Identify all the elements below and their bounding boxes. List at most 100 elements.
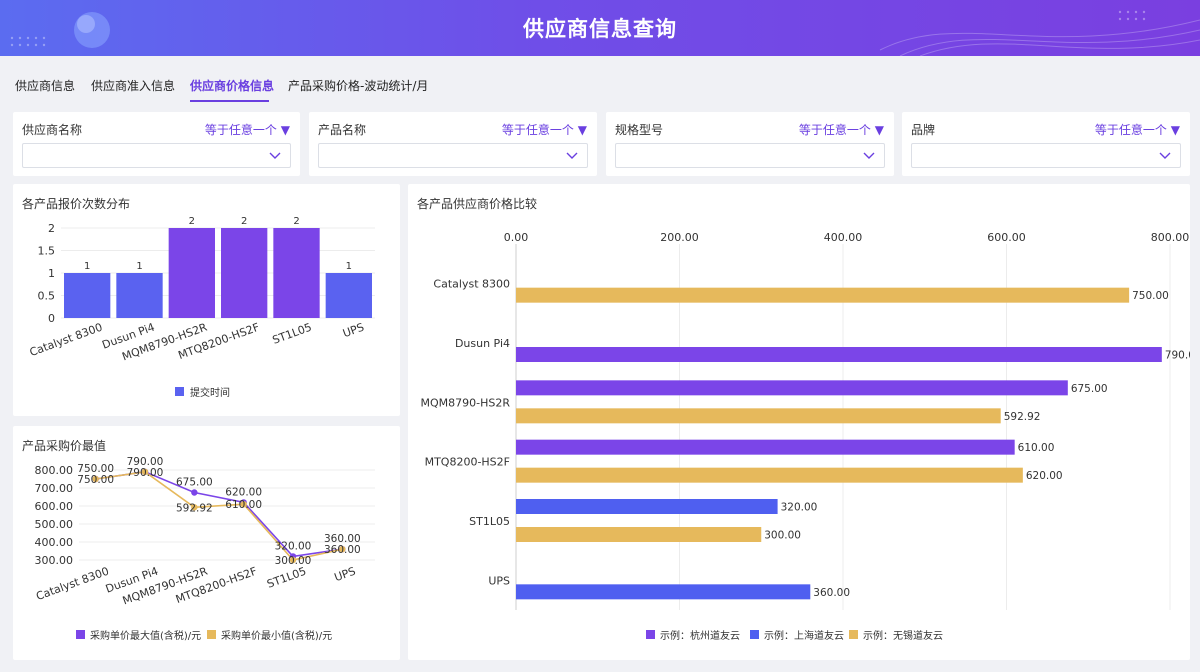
- tab-supplier-info[interactable]: 供应商信息: [15, 79, 76, 93]
- filter-select[interactable]: [318, 143, 588, 168]
- x-tick-label: UPS: [333, 565, 358, 585]
- active-tab-indicator: [190, 100, 269, 102]
- caret-down-icon: ▼: [1170, 123, 1180, 137]
- y-tick-label: 300.00: [35, 554, 74, 567]
- legend-swatch: [207, 630, 216, 639]
- data-label: 300.00: [275, 555, 312, 567]
- filter-label: 规格型号: [615, 123, 664, 137]
- data-point: [92, 475, 99, 483]
- data-label: 300.00: [764, 530, 801, 542]
- x-tick-label: UPS: [341, 321, 366, 341]
- legend-swatch: [175, 387, 184, 396]
- y-tick-label: MTQ8200-HS2F: [425, 456, 510, 469]
- chart-title: 产品采购价最值: [22, 439, 107, 453]
- y-tick-label: 600.00: [35, 500, 74, 513]
- quote-count-panel: 各产品报价次数分布 0 0.5 1 1.5 2 1 Catalyst 8300 1 Dusun …: [13, 184, 400, 416]
- y-tick-label: 2: [48, 222, 55, 235]
- data-point: [191, 504, 198, 511]
- data-label: 360.00: [324, 533, 361, 545]
- caret-down-icon: ▼: [874, 123, 884, 137]
- data-point: [191, 489, 198, 496]
- legend-swatch: [750, 630, 759, 639]
- y-tick-label: 800.00: [35, 464, 74, 477]
- chevron-down-icon: [1159, 152, 1171, 159]
- x-tick-label: 400.00: [824, 231, 863, 244]
- filter-product-name: 产品名称 等于任意一个 ▼: [309, 112, 597, 176]
- filter-operator-dropdown[interactable]: 等于任意一个 ▼: [205, 121, 290, 138]
- bar: [273, 228, 320, 318]
- x-tick-label: 600.00: [987, 231, 1026, 244]
- chart-title: 各产品供应商价格比较: [417, 197, 538, 211]
- legend-swatch: [849, 630, 858, 639]
- y-tick-label: 0.5: [38, 290, 56, 303]
- data-label: 610.00: [1018, 442, 1055, 454]
- data-point: [339, 546, 346, 553]
- tab-bar: 供应商信息 供应商准入信息 供应商价格信息 产品采购价格-波动统计/月: [0, 56, 1200, 102]
- filter-operator-label: 等于任意一个: [1094, 123, 1167, 137]
- y-tick-label: 1.5: [38, 245, 56, 258]
- chevron-down-icon: [863, 152, 875, 159]
- data-label: 675.00: [176, 477, 213, 489]
- y-tick-label: 500.00: [35, 518, 74, 531]
- bar: [221, 228, 268, 318]
- bar: [516, 287, 1130, 303]
- data-label: 790.00: [127, 467, 164, 479]
- filter-operator-dropdown[interactable]: 等于任意一个 ▼: [502, 121, 587, 138]
- filter-model-spec: 规格型号 等于任意一个 ▼: [606, 112, 894, 176]
- header-decoration: [10, 10, 1200, 56]
- data-label: 790.00: [127, 456, 164, 468]
- bar: [516, 408, 1001, 424]
- filter-select[interactable]: [22, 143, 291, 168]
- data-label: 320.00: [275, 540, 312, 552]
- bar: [516, 439, 1015, 455]
- x-tick-label: 200.00: [660, 231, 699, 244]
- data-label: 2: [241, 216, 247, 227]
- tab-supplier-admission[interactable]: 供应商准入信息: [91, 79, 176, 93]
- data-point: [289, 556, 297, 564]
- y-tick-label: Dusun Pi4: [455, 337, 510, 350]
- y-tick-label: Catalyst 8300: [433, 278, 510, 291]
- data-label: 1: [84, 261, 90, 272]
- filter-supplier-name: 供应商名称 等于任意一个 ▼: [13, 112, 300, 176]
- caret-down-icon: ▼: [280, 123, 290, 137]
- filter-operator-dropdown[interactable]: 等于任意一个 ▼: [1095, 121, 1180, 138]
- data-label: 1: [346, 261, 352, 272]
- filter-operator-label: 等于任意一个: [204, 123, 277, 137]
- filter-operator-dropdown[interactable]: 等于任意一个 ▼: [799, 121, 884, 138]
- y-tick-label: 1: [48, 267, 55, 280]
- data-point: [141, 468, 149, 475]
- chevron-down-icon: [269, 152, 281, 159]
- legend-label: 提交时间: [190, 386, 230, 399]
- chevron-down-icon: [566, 152, 578, 159]
- x-tick-label: Catalyst 8300: [28, 321, 104, 359]
- y-tick-label: ST1L05: [469, 515, 510, 528]
- data-label: 750.00: [77, 474, 114, 486]
- filter-label: 品牌: [911, 123, 936, 137]
- page-title: 供应商信息查询: [523, 17, 677, 41]
- filter-select[interactable]: [911, 143, 1181, 168]
- data-label: 320.00: [781, 502, 818, 514]
- tab-price-fluctuation[interactable]: 产品采购价格-波动统计/月: [288, 79, 429, 93]
- tab-supplier-price[interactable]: 供应商价格信息: [190, 79, 275, 93]
- data-label: 675.00: [1071, 383, 1108, 395]
- data-label: 2: [293, 216, 299, 227]
- bar: [516, 347, 1162, 362]
- y-tick-label: UPS: [488, 574, 510, 587]
- data-label: 360.00: [813, 587, 850, 599]
- bar: [168, 228, 215, 318]
- bar: [64, 273, 111, 318]
- legend-label: 示例：上海道友云: [764, 629, 844, 642]
- x-tick-label: ST1L05: [265, 565, 308, 591]
- bar: [516, 584, 811, 600]
- filter-select[interactable]: [615, 143, 885, 168]
- bar: [516, 467, 1023, 483]
- legend-swatch: [646, 630, 655, 639]
- bar: [516, 380, 1068, 396]
- price-extremes-chart: 300.00 400.00 500.00 600.00 700.00 800.00 750.…: [34, 456, 375, 642]
- filter-label: 产品名称: [318, 123, 367, 137]
- legend-label: 采购单价最小值(含税)/元: [221, 629, 332, 642]
- data-label: 790.00: [1165, 350, 1190, 362]
- data-label: 620.00: [1026, 470, 1063, 482]
- filter-operator-label: 等于任意一个: [798, 123, 871, 137]
